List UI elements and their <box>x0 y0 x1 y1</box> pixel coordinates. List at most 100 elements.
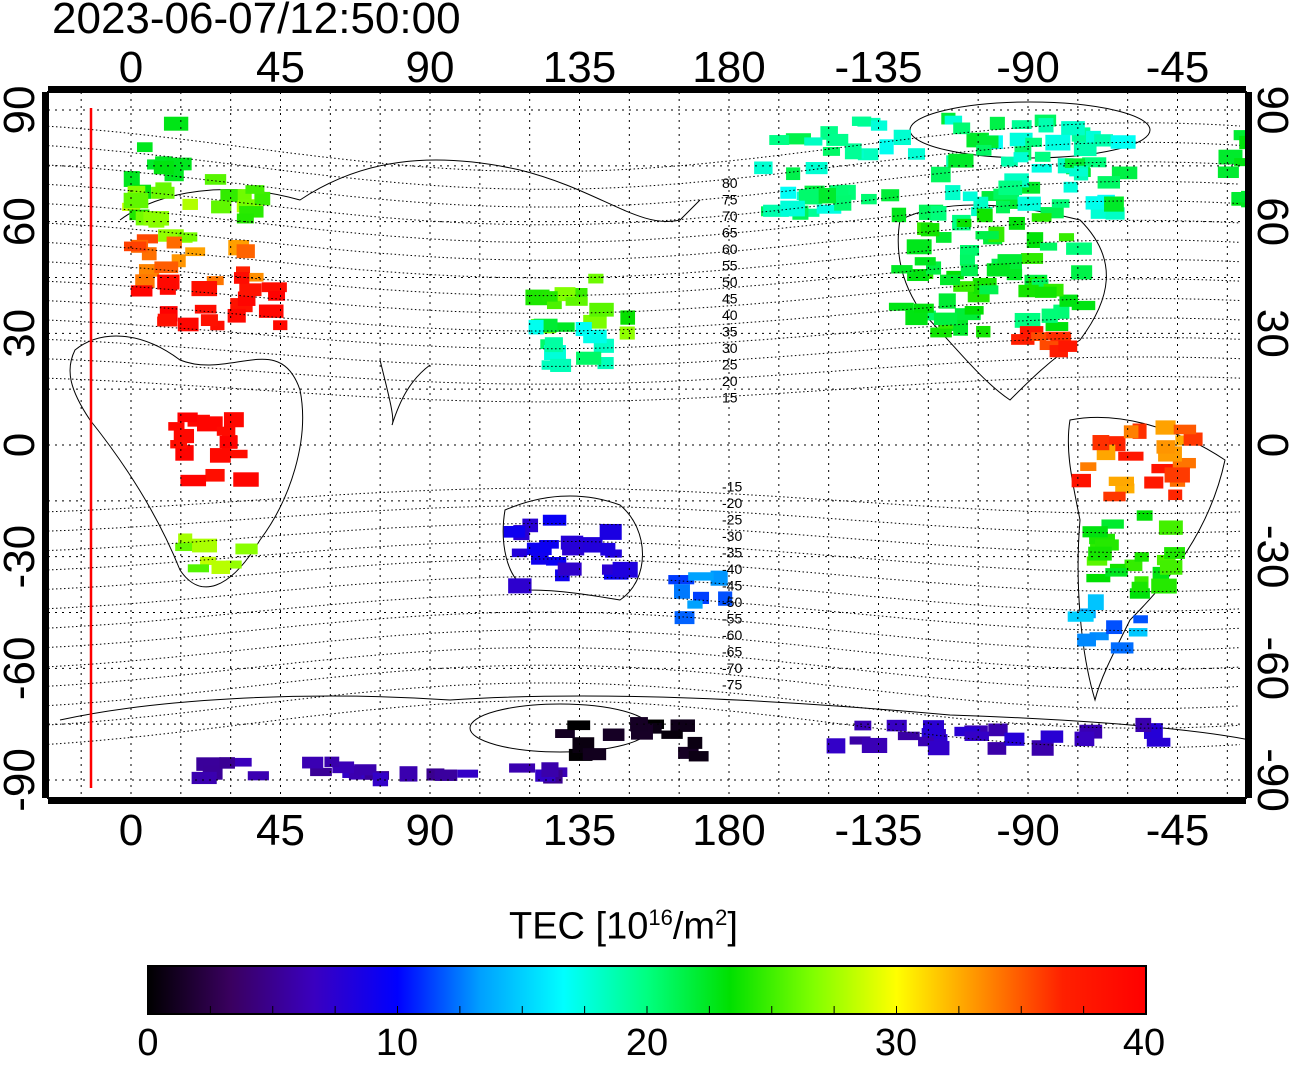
timestamp: 2023-06-07/12:50:00 <box>52 0 461 43</box>
tec-cell <box>205 468 225 482</box>
magnetic-latitude-contour <box>48 239 1241 279</box>
tec-cell <box>1058 233 1075 242</box>
tec-cell <box>180 474 207 487</box>
tec-cell <box>927 741 950 756</box>
tec-cell <box>1063 181 1078 193</box>
colorbar-title-main: TEC [10 <box>509 905 649 948</box>
tec-cell <box>1040 730 1064 743</box>
tec-cell <box>1038 118 1054 133</box>
tec-cell <box>670 719 695 732</box>
longitude-tick-label: -45 <box>1146 806 1210 855</box>
colorbar <box>147 965 1147 1015</box>
tec-cell <box>233 472 259 487</box>
tec-cell <box>1115 483 1135 494</box>
tec-cell <box>834 194 852 211</box>
tec-cell <box>975 231 999 240</box>
magnetic-latitude-contour <box>48 505 1241 534</box>
tec-cell <box>881 189 900 202</box>
tec-cell <box>175 542 193 552</box>
tec-cell <box>1040 207 1064 219</box>
tec-cell <box>130 285 153 297</box>
tec-cell <box>953 281 975 292</box>
magnetic-latitude-label: -65 <box>722 644 742 660</box>
tec-cell <box>1092 435 1110 451</box>
magnetic-latitude-label: -15 <box>722 479 742 495</box>
tec-cell <box>940 274 961 286</box>
tec-cell <box>1103 491 1126 502</box>
tec-cell <box>1108 476 1135 486</box>
colorbar-tick-label: 30 <box>874 1022 918 1064</box>
tec-cell <box>567 720 591 731</box>
tec-cell <box>870 120 888 131</box>
tec-cell <box>920 223 940 237</box>
tec-cell <box>1173 424 1197 435</box>
tec-cell <box>959 254 975 266</box>
tec-cell <box>886 719 907 732</box>
tec-cell <box>528 319 544 335</box>
tec-cell <box>1131 581 1148 592</box>
tec-cell <box>907 148 926 160</box>
colorbar-tick-label: 0 <box>137 1022 159 1064</box>
tec-cell <box>223 412 244 428</box>
tec-cell <box>849 736 871 745</box>
tec-cell <box>829 185 849 196</box>
tec-cell <box>204 174 227 185</box>
tec-cell <box>1105 568 1128 577</box>
tec-cell <box>930 327 952 338</box>
tec-cell <box>1061 121 1085 136</box>
tec-cell <box>1255 139 1271 151</box>
tec-cell <box>1241 198 1246 208</box>
tec-cell <box>542 291 558 302</box>
tec-cell <box>1088 546 1112 561</box>
tec-cell <box>509 763 536 773</box>
tec-cell <box>905 310 928 326</box>
tec-cell <box>619 326 635 340</box>
tec-cell <box>544 337 563 353</box>
tec-cell <box>1089 632 1109 641</box>
tec-cell <box>211 200 232 214</box>
tec-cell <box>769 135 790 145</box>
latitude-tick-label: 30 <box>1248 309 1294 358</box>
tec-cell <box>542 514 567 526</box>
tec-cell <box>225 560 242 569</box>
tec-cell <box>235 543 258 555</box>
tec-cell <box>988 723 1008 737</box>
tec-cell <box>921 728 942 739</box>
tec-cell <box>1151 578 1177 594</box>
tec-cell <box>891 207 907 223</box>
tec-cell <box>123 192 149 209</box>
tec-cell <box>995 200 1011 214</box>
tec-cell <box>661 730 683 739</box>
tec-cell <box>1020 253 1044 264</box>
tec-cell <box>565 297 588 306</box>
longitude-tick-label: 90 <box>406 43 455 92</box>
tec-cell <box>1168 489 1183 501</box>
tec-cell <box>1019 326 1044 338</box>
tec-cell <box>434 769 458 781</box>
magnetic-latitude-label: -55 <box>722 611 742 627</box>
magnetic-latitude-contour <box>48 317 1241 350</box>
tec-cell <box>1106 620 1123 635</box>
colorbar-title: TEC [1016/m2] <box>509 905 738 949</box>
tec-cell <box>1034 151 1051 162</box>
tec-cell <box>247 771 269 781</box>
colorbar-tick-label: 20 <box>625 1022 669 1064</box>
tec-cell <box>1129 588 1150 599</box>
tec-cell <box>944 115 963 125</box>
tec-cell <box>1074 731 1095 747</box>
tec-cell <box>1006 268 1023 281</box>
tec-cell <box>1144 476 1164 489</box>
tec-cell <box>930 206 947 221</box>
tec-cell <box>1159 560 1183 575</box>
tec-cell <box>1071 300 1096 311</box>
tec-cell <box>185 247 206 257</box>
tec-cell <box>546 557 567 566</box>
tec-cell <box>143 211 170 226</box>
tec-cell <box>1039 242 1058 251</box>
tec-cell <box>933 312 958 326</box>
latitude-tick-label: -60 <box>0 637 44 701</box>
tec-cell <box>1118 451 1144 461</box>
tec-cell <box>1011 120 1032 130</box>
tec-cell <box>1110 135 1136 149</box>
tec-cell <box>138 264 160 277</box>
